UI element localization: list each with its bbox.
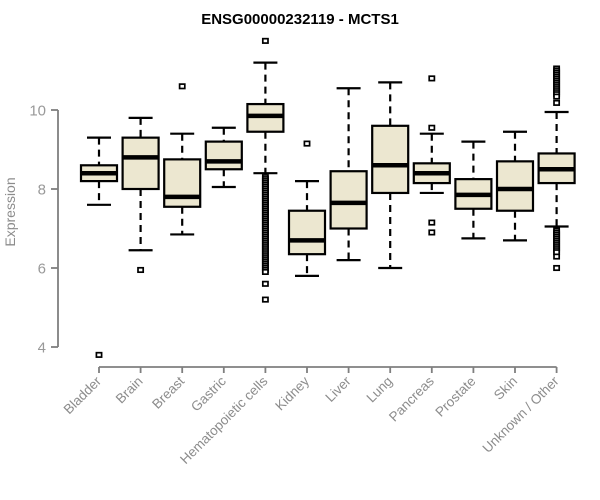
box — [371, 124, 410, 195]
y-tick-label: 6 — [38, 260, 46, 277]
outlier-point — [137, 266, 145, 274]
box — [163, 158, 202, 208]
outlier-point — [261, 268, 269, 276]
outlier-point — [303, 140, 311, 147]
outlier-point — [261, 280, 269, 287]
x-category-label: Liver — [322, 373, 354, 405]
x-category-label: Lung — [363, 374, 395, 406]
outlier-point — [553, 93, 561, 100]
box — [495, 160, 535, 212]
y-tick-label: 10 — [29, 102, 46, 119]
outlier-point — [261, 296, 269, 303]
x-category-label: Prostate — [432, 374, 478, 420]
outlier-point — [428, 124, 436, 131]
outlier-point — [178, 83, 186, 90]
x-category-label: Bladder — [61, 373, 105, 417]
x-category-label: Skin — [491, 374, 520, 403]
outlier-point — [261, 37, 269, 44]
box — [287, 209, 327, 256]
box — [329, 170, 368, 230]
chart-title: ENSG00000232119 - MCTS1 — [201, 11, 399, 28]
x-category-label: Brain — [113, 374, 146, 407]
x-category-label: Pancreas — [386, 373, 437, 424]
outlier-point — [553, 253, 561, 260]
x-category-label: Unknown / Other — [479, 373, 562, 456]
outlier-point — [553, 99, 561, 106]
x-category-label: Gastric — [188, 373, 229, 414]
y-tick-label: 8 — [38, 181, 46, 198]
outlier-point — [95, 351, 103, 358]
y-tick-label: 4 — [38, 339, 46, 356]
x-category-label: Kidney — [272, 373, 312, 413]
outlier-point — [428, 75, 436, 82]
outlier-point — [428, 229, 436, 236]
y-axis-label: Expression — [2, 177, 18, 246]
outlier-point — [428, 219, 436, 226]
box — [121, 136, 160, 191]
outlier-point — [553, 264, 561, 272]
box — [204, 140, 243, 171]
x-category-label: Breast — [149, 373, 187, 411]
